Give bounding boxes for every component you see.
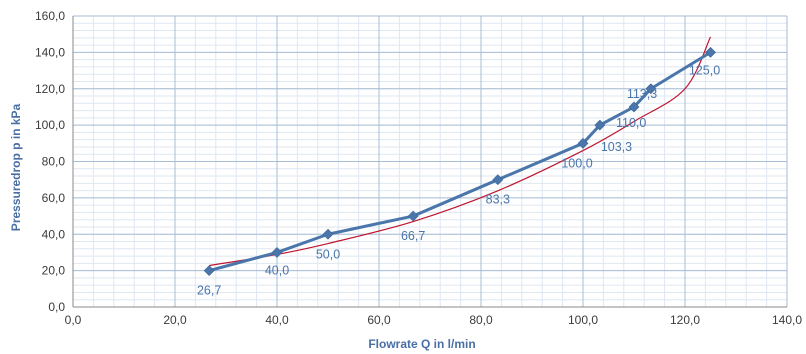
y-tick-label: 120,0 — [35, 82, 65, 96]
x-tick-label: 0,0 — [65, 313, 82, 327]
data-label: 26,7 — [197, 284, 221, 298]
data-point-marker — [407, 210, 419, 222]
y-tick-label: 80,0 — [42, 155, 66, 169]
x-tick-label: 140,0 — [772, 313, 802, 327]
data-point-marker — [645, 83, 657, 95]
y-tick-label: 160,0 — [35, 9, 65, 23]
axes — [72, 16, 787, 308]
x-tick-label: 80,0 — [469, 313, 493, 327]
y-tick-label: 60,0 — [42, 191, 66, 205]
data-label: 125,0 — [689, 63, 720, 77]
y-tick-label: 20,0 — [42, 264, 66, 278]
data-label: 100,0 — [561, 156, 592, 170]
x-tick-label: 100,0 — [568, 313, 598, 327]
y-tick-label: 140,0 — [35, 45, 65, 59]
y-axis-title: Pressuredrop p in kPa — [9, 103, 23, 231]
major-gridlines — [72, 15, 788, 308]
data-label: 110,0 — [616, 116, 646, 130]
trendline — [209, 36, 712, 267]
y-tick-label: 0,0 — [48, 300, 65, 314]
data-label: 50,0 — [316, 247, 340, 261]
data-point-marker — [203, 265, 215, 277]
data-labels: 26,7 40,0 50,0 66,7 83,3 100,0 103,3 110,0 113,3… — [197, 63, 720, 297]
data-label: 40,0 — [265, 263, 289, 277]
x-tick-label: 20,0 — [163, 313, 187, 327]
measured-series-line — [208, 51, 712, 273]
data-point-marker — [577, 137, 589, 149]
y-tick-label: 40,0 — [42, 227, 66, 241]
data-point-marker — [705, 46, 716, 58]
data-point-marker — [492, 174, 504, 186]
x-tick-label: 120,0 — [670, 313, 700, 327]
tick-labels: 0,0 20,0 40,0 60,0 80,0 100,0 120,0 140,0 0,0 20,… — [35, 9, 802, 327]
x-tick-label: 60,0 — [367, 313, 391, 327]
y-tick-label: 100,0 — [35, 118, 65, 132]
data-label: 113,3 — [627, 87, 657, 101]
data-point-marker — [628, 101, 640, 113]
data-label: 83,3 — [486, 193, 510, 207]
data-point-marker — [322, 228, 334, 240]
data-point-marker — [594, 119, 606, 131]
x-tick-label: 40,0 — [265, 313, 289, 327]
data-label: 66,7 — [401, 229, 425, 243]
data-label: 103,3 — [601, 140, 632, 154]
x-axis-title: Flowrate Q in l/min — [368, 337, 475, 351]
data-point-marker — [271, 247, 283, 258]
series-layer — [203, 36, 716, 277]
